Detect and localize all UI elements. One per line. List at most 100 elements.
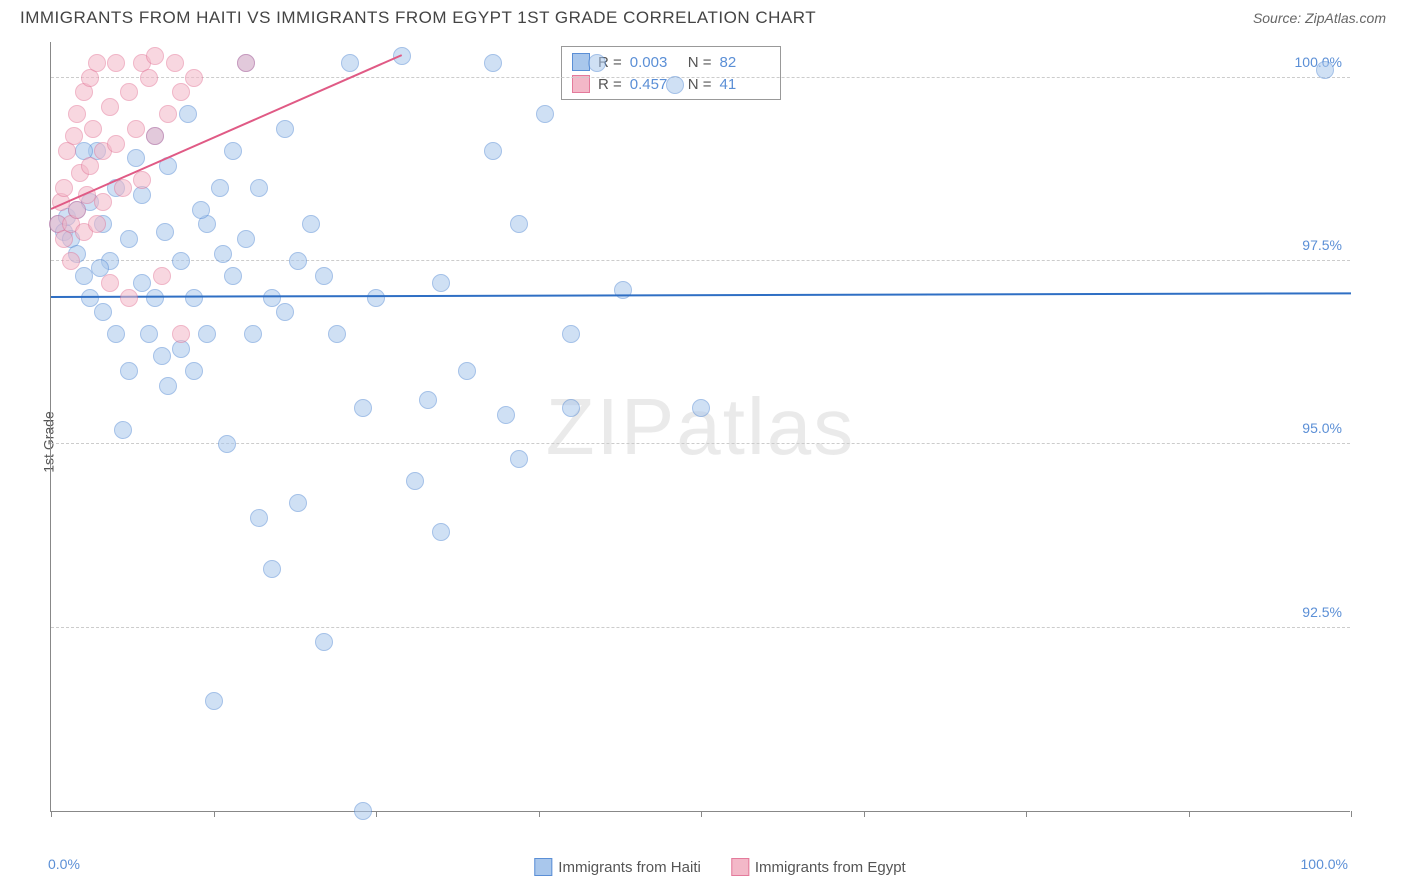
data-point (263, 560, 281, 578)
data-point (65, 127, 83, 145)
data-point (159, 377, 177, 395)
data-point (114, 421, 132, 439)
data-point (354, 802, 372, 820)
data-point (185, 69, 203, 87)
data-point (68, 105, 86, 123)
data-point (179, 105, 197, 123)
data-point (510, 215, 528, 233)
data-point (315, 633, 333, 651)
x-tick (1026, 811, 1027, 817)
watermark: ZIPatlas (546, 381, 855, 473)
data-point (185, 362, 203, 380)
x-tick (864, 811, 865, 817)
x-tick (214, 811, 215, 817)
legend-swatch (534, 858, 552, 876)
stat-r-value: 0.003 (630, 54, 680, 71)
watermark-b: atlas (676, 382, 855, 471)
data-point (55, 179, 73, 197)
data-point (120, 289, 138, 307)
data-point (263, 289, 281, 307)
data-point (94, 193, 112, 211)
watermark-a: ZIP (546, 382, 676, 471)
data-point (218, 435, 236, 453)
data-point (224, 267, 242, 285)
data-point (101, 274, 119, 292)
data-point (289, 252, 307, 270)
data-point (328, 325, 346, 343)
x-min-label: 0.0% (48, 856, 80, 872)
data-point (419, 391, 437, 409)
data-point (185, 289, 203, 307)
data-point (62, 252, 80, 270)
data-point (497, 406, 515, 424)
data-point (159, 105, 177, 123)
data-point (166, 54, 184, 72)
data-point (88, 215, 106, 233)
y-tick-label: 92.5% (1302, 604, 1342, 620)
data-point (250, 179, 268, 197)
y-tick-label: 97.5% (1302, 237, 1342, 253)
data-point (140, 325, 158, 343)
gridline (51, 77, 1350, 78)
data-point (237, 54, 255, 72)
data-point (692, 399, 710, 417)
data-point (302, 215, 320, 233)
data-point (276, 120, 294, 138)
data-point (205, 692, 223, 710)
stat-n-value: 82 (720, 54, 770, 71)
data-point (237, 230, 255, 248)
data-point (510, 450, 528, 468)
data-point (432, 523, 450, 541)
data-point (484, 142, 502, 160)
legend-swatch (572, 75, 590, 93)
data-point (614, 281, 632, 299)
data-point (315, 267, 333, 285)
x-max-label: 100.0% (1301, 856, 1348, 872)
bottom-legend: Immigrants from Haiti Immigrants from Egy… (534, 858, 905, 876)
data-point (432, 274, 450, 292)
x-tick (376, 811, 377, 817)
source-prefix: Source: (1253, 10, 1305, 26)
data-point (198, 325, 216, 343)
chart-container: 1st Grade ZIPatlas R =0.003N =82R =0.457… (50, 42, 1390, 842)
gridline (51, 260, 1350, 261)
data-point (120, 83, 138, 101)
stat-n-value: 41 (720, 76, 770, 93)
stat-label: R = (598, 76, 622, 93)
data-point (153, 347, 171, 365)
data-point (107, 135, 125, 153)
x-tick (701, 811, 702, 817)
data-point (192, 201, 210, 219)
trend-line (51, 292, 1351, 298)
source-label: Source: ZipAtlas.com (1253, 10, 1386, 26)
data-point (127, 120, 145, 138)
data-point (120, 362, 138, 380)
data-point (140, 69, 158, 87)
data-point (101, 98, 119, 116)
data-point (88, 54, 106, 72)
data-point (666, 76, 684, 94)
data-point (1316, 61, 1334, 79)
x-tick (1189, 811, 1190, 817)
data-point (172, 325, 190, 343)
data-point (484, 54, 502, 72)
x-tick (51, 811, 52, 817)
plot-area: ZIPatlas R =0.003N =82R =0.457N =41 92.5… (50, 42, 1350, 812)
data-point (367, 289, 385, 307)
x-tick (1351, 811, 1352, 817)
legend-label: Immigrants from Haiti (558, 859, 701, 876)
legend-item: Immigrants from Egypt (731, 858, 906, 876)
legend-label: Immigrants from Egypt (755, 859, 906, 876)
data-point (224, 142, 242, 160)
data-point (127, 149, 145, 167)
legend-swatch (731, 858, 749, 876)
y-tick-label: 95.0% (1302, 420, 1342, 436)
data-point (94, 303, 112, 321)
data-point (172, 83, 190, 101)
data-point (133, 171, 151, 189)
data-point (354, 399, 372, 417)
data-point (146, 127, 164, 145)
data-point (211, 179, 229, 197)
data-point (214, 245, 232, 263)
data-point (341, 54, 359, 72)
